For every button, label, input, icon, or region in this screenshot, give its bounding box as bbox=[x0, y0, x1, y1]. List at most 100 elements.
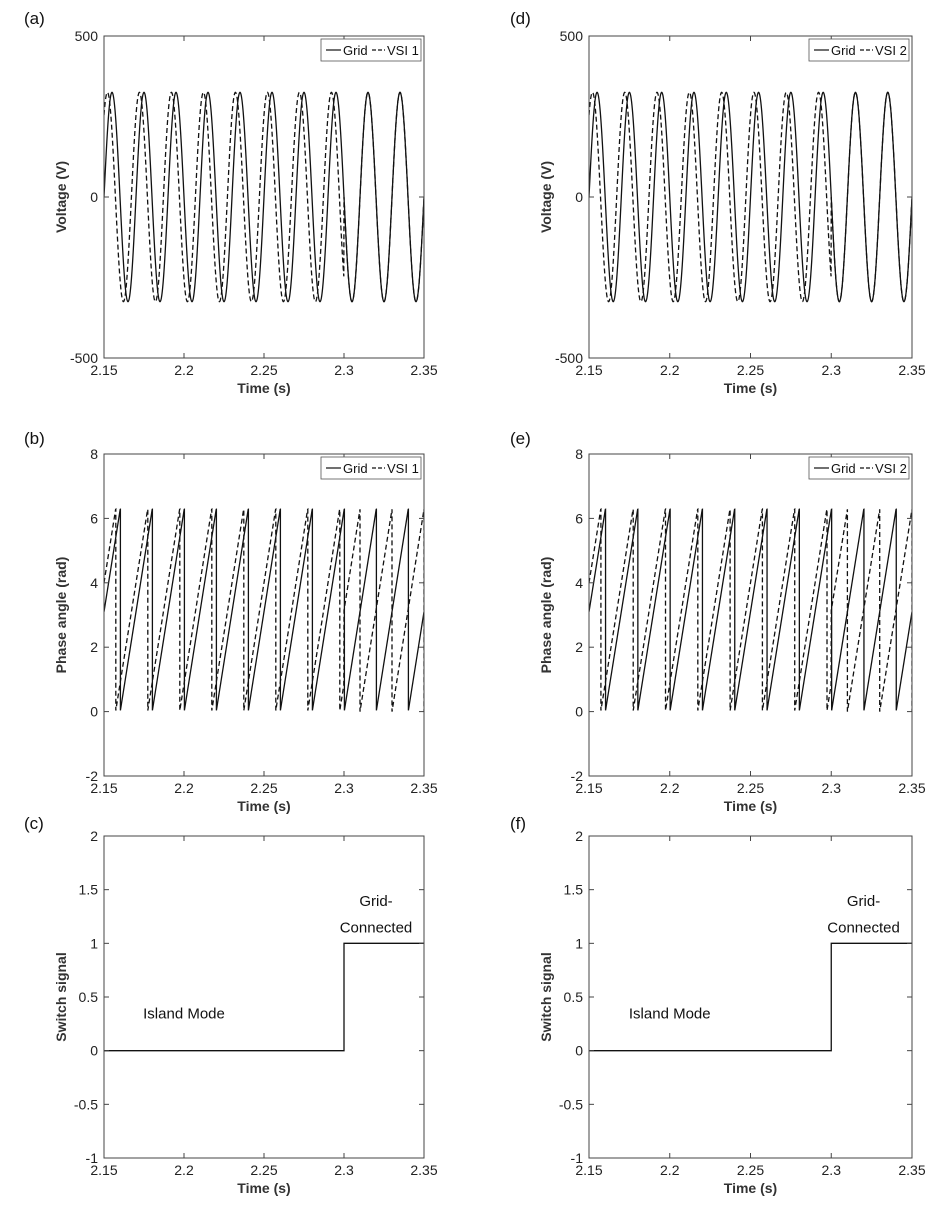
x-tick-label: 2.3 bbox=[822, 780, 842, 796]
series-line-vsi-1 bbox=[104, 91, 424, 303]
x-tick-label: 2.25 bbox=[250, 362, 277, 378]
y-tick-label: 1.5 bbox=[564, 882, 584, 898]
y-axis-label: Switch signal bbox=[538, 952, 554, 1041]
x-tick-label: 2.35 bbox=[898, 780, 925, 796]
y-tick-label: 2 bbox=[90, 639, 98, 655]
annotation-text: Connected bbox=[340, 920, 413, 937]
x-tick-label: 2.2 bbox=[660, 1162, 680, 1178]
legend-box bbox=[808, 456, 910, 480]
legend-entry: Grid bbox=[343, 461, 368, 476]
y-tick-label: 0 bbox=[90, 1043, 98, 1059]
legend-entry: Grid bbox=[831, 43, 856, 58]
x-tick-label: 2.25 bbox=[250, 780, 277, 796]
y-tick-label: 1.5 bbox=[79, 882, 99, 898]
y-tick-label: 1 bbox=[90, 935, 98, 951]
x-tick-label: 2.15 bbox=[90, 780, 117, 796]
y-tick-label: -1 bbox=[571, 1150, 584, 1166]
y-tick-label: -0.5 bbox=[74, 1096, 98, 1112]
y-tick-label: -500 bbox=[70, 350, 98, 366]
annotation-text: Grid- bbox=[847, 893, 880, 910]
x-axis-label: Time (s) bbox=[724, 1180, 777, 1196]
y-tick-label: 4 bbox=[90, 575, 98, 591]
x-tick-label: 2.25 bbox=[250, 1162, 277, 1178]
legend-entry: Grid bbox=[831, 461, 856, 476]
x-tick-label: 2.3 bbox=[822, 1162, 842, 1178]
x-axis-label: Time (s) bbox=[724, 380, 777, 396]
legend-entry: VSI 2 bbox=[875, 461, 907, 476]
y-tick-label: 2 bbox=[575, 639, 583, 655]
y-tick-label: 8 bbox=[90, 446, 98, 462]
y-tick-label: -2 bbox=[86, 768, 99, 784]
x-tick-label: 2.2 bbox=[174, 1162, 194, 1178]
x-axis-label: Time (s) bbox=[237, 380, 290, 396]
series-line-grid bbox=[104, 508, 424, 711]
y-axis-label: Voltage (V) bbox=[538, 161, 554, 233]
y-tick-label: 0 bbox=[575, 1043, 583, 1059]
series-line-vsi-1 bbox=[104, 507, 424, 712]
legend-entry: VSI 1 bbox=[387, 461, 419, 476]
x-tick-label: 2.35 bbox=[898, 1162, 925, 1178]
x-tick-label: 2.25 bbox=[737, 1162, 764, 1178]
x-tick-label: 2.15 bbox=[575, 362, 602, 378]
series-line-switch bbox=[104, 942, 424, 1052]
x-tick-label: 2.15 bbox=[90, 362, 117, 378]
legend: Grid VSI 1 bbox=[320, 38, 422, 62]
plot-area bbox=[589, 942, 912, 1052]
panel-e: (e) 2.15 2.2 2.25 2.3 2.35 -2 0 2 4 6 8 Time (s) Phas… bbox=[510, 429, 926, 814]
panel-label: (a) bbox=[24, 9, 45, 28]
x-tick-label: 2.3 bbox=[822, 362, 842, 378]
legend-entry: Grid bbox=[343, 43, 368, 58]
x-axis-label: Time (s) bbox=[237, 1180, 290, 1196]
y-tick-label: 8 bbox=[575, 446, 583, 462]
panel-label: (c) bbox=[24, 814, 44, 833]
y-tick-label: 500 bbox=[560, 28, 584, 44]
x-tick-label: 2.2 bbox=[174, 362, 194, 378]
x-tick-label: 2.2 bbox=[660, 362, 680, 378]
plot-area bbox=[104, 91, 424, 303]
x-tick-label: 2.25 bbox=[737, 780, 764, 796]
x-axis-label: Time (s) bbox=[237, 798, 290, 814]
legend-entry: VSI 2 bbox=[875, 43, 907, 58]
y-tick-label: 6 bbox=[90, 510, 98, 526]
panel-c: (c) 2.15 2.2 2.25 2.3 2.35 -1 -0.5 0 0.5 1 1.5 2 Time… bbox=[24, 814, 438, 1196]
annotation-text: Island Mode bbox=[629, 1005, 711, 1022]
y-tick-label: -1 bbox=[86, 1150, 99, 1166]
x-tick-label: 2.15 bbox=[575, 1162, 602, 1178]
y-tick-label: 4 bbox=[575, 575, 583, 591]
x-axis-label: Time (s) bbox=[724, 798, 777, 814]
y-tick-label: 500 bbox=[75, 28, 99, 44]
panel-label: (e) bbox=[510, 429, 531, 448]
x-tick-label: 2.3 bbox=[334, 1162, 354, 1178]
panel-label: (d) bbox=[510, 9, 531, 28]
legend-entry: VSI 1 bbox=[387, 43, 419, 58]
y-axis-label: Phase angle (rad) bbox=[53, 557, 69, 674]
y-tick-label: 2 bbox=[575, 828, 583, 844]
legend: Grid VSI 2 bbox=[808, 456, 910, 480]
panel-b: (b) 2.15 2.2 2.25 2.3 2.35 -2 0 2 4 6 8 Time (s) Phas… bbox=[24, 429, 438, 814]
y-tick-label: -2 bbox=[571, 768, 584, 784]
x-tick-label: 2.3 bbox=[334, 362, 354, 378]
x-tick-label: 2.15 bbox=[90, 1162, 117, 1178]
plot-area bbox=[589, 91, 912, 303]
series-line-switch bbox=[589, 942, 912, 1052]
x-tick-label: 2.2 bbox=[660, 780, 680, 796]
annotation-text: Island Mode bbox=[143, 1005, 225, 1022]
x-tick-label: 2.25 bbox=[737, 362, 764, 378]
panel-label: (b) bbox=[24, 429, 45, 448]
annotation-text: Connected bbox=[827, 920, 900, 937]
x-tick-label: 2.15 bbox=[575, 780, 602, 796]
plot-area bbox=[104, 507, 424, 712]
y-tick-label: 2 bbox=[90, 828, 98, 844]
panel-a: (a) 2.15 2.2 2.25 2.3 2.35 -500 0 500 Time (s) Vol… bbox=[24, 9, 438, 396]
y-tick-label: 0 bbox=[90, 189, 98, 205]
y-tick-label: 0.5 bbox=[564, 989, 584, 1005]
x-tick-label: 2.35 bbox=[410, 780, 437, 796]
series-line-vsi-2 bbox=[589, 507, 912, 712]
panel-d: (d) 2.15 2.2 2.25 2.3 2.35 -500 0 500 Time (s) Vol… bbox=[510, 9, 926, 396]
panel-f: (f) 2.15 2.2 2.25 2.3 2.35 -1 -0.5 0 0.5 1 1.5 2 Time… bbox=[510, 814, 926, 1196]
y-axis-label: Voltage (V) bbox=[53, 161, 69, 233]
y-tick-label: -0.5 bbox=[559, 1096, 583, 1112]
legend-box bbox=[320, 38, 422, 62]
y-tick-label: 1 bbox=[575, 935, 583, 951]
